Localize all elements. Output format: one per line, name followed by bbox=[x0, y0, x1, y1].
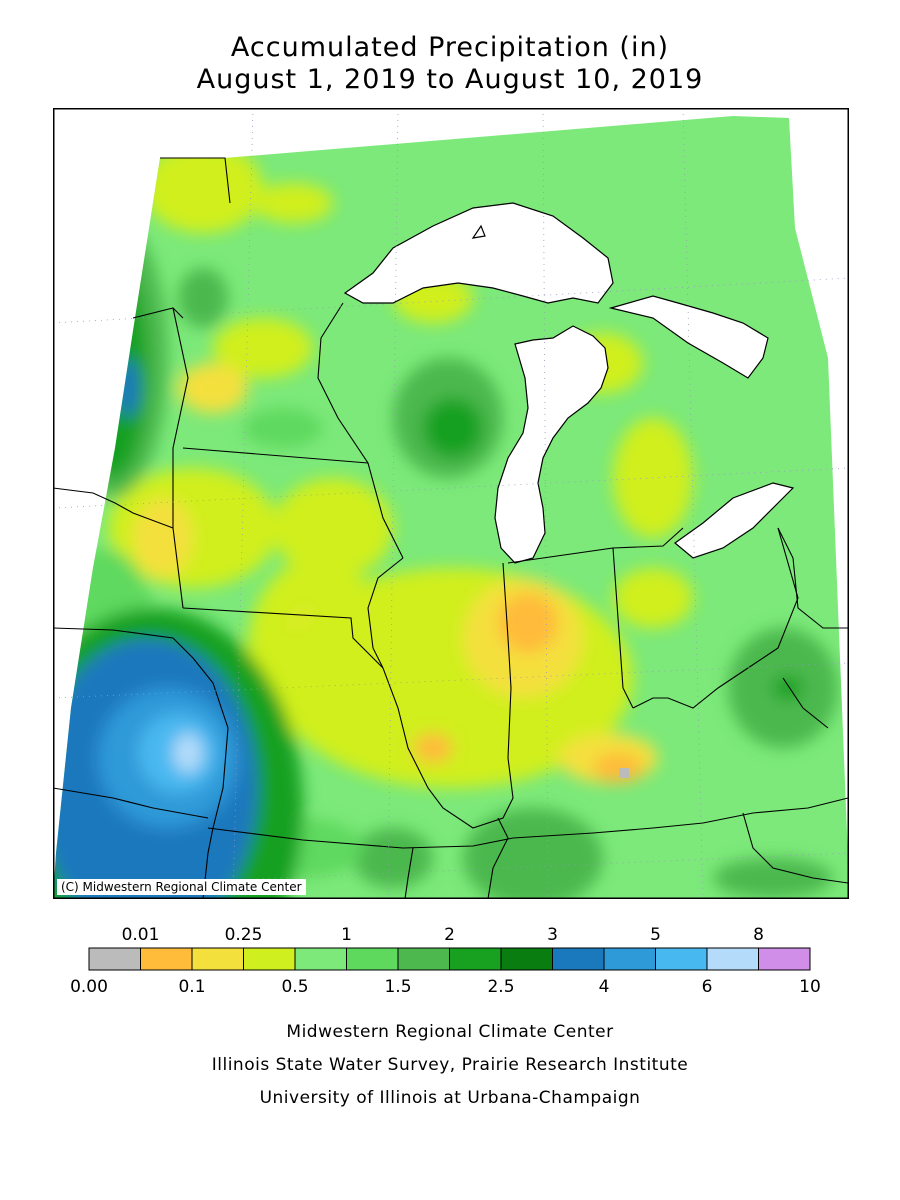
legend-bottom-label: 6 bbox=[702, 977, 713, 997]
legend-bottom-label: 1.5 bbox=[384, 977, 411, 997]
great-lakes bbox=[343, 202, 795, 564]
legend-top-label: 1 bbox=[341, 925, 352, 945]
map-title: Accumulated Precipitation (in) bbox=[230, 32, 670, 63]
legend-swatch bbox=[500, 947, 553, 971]
legend-top-label: 0.01 bbox=[122, 925, 160, 945]
dry-spot bbox=[619, 768, 629, 778]
credit-line-2: Illinois State Water Survey, Prairie Res… bbox=[211, 1055, 689, 1075]
legend-bottom-label: 0.00 bbox=[70, 977, 108, 997]
legend-top-label: 5 bbox=[650, 925, 661, 945]
legend-swatch bbox=[140, 947, 193, 971]
copyright-label: (C) Midwestern Regional Climate Center bbox=[57, 879, 306, 895]
legend-bottom-label: 2.5 bbox=[487, 977, 514, 997]
legend-bottom-label: 10 bbox=[799, 977, 821, 997]
map-border bbox=[53, 108, 849, 899]
legend-swatch bbox=[191, 947, 244, 971]
map-date-range: August 1, 2019 to August 10, 2019 bbox=[196, 64, 704, 95]
legend-bottom-label: 4 bbox=[599, 977, 610, 997]
legend: 0.01 0.25 1 2 3 5 8 0.00 0.1 0.5 1.5 2.5 4 6 10 bbox=[70, 925, 821, 997]
legend-swatch bbox=[603, 947, 656, 971]
credit-line-1: Midwestern Regional Climate Center bbox=[286, 1022, 614, 1042]
precipitation-map bbox=[53, 108, 849, 899]
legend-swatch bbox=[758, 947, 811, 971]
legend-swatch bbox=[397, 947, 450, 971]
legend-top-label: 3 bbox=[547, 925, 558, 945]
legend-top-label: 0.25 bbox=[225, 925, 263, 945]
legend-swatch bbox=[346, 947, 399, 971]
legend-swatch bbox=[706, 947, 759, 971]
state-boundaries bbox=[53, 157, 849, 899]
legend-swatch bbox=[552, 947, 605, 971]
legend-bottom-label: 0.1 bbox=[178, 977, 205, 997]
legend-swatch bbox=[243, 947, 296, 971]
legend-swatch bbox=[655, 947, 708, 971]
legend-top-label: 8 bbox=[753, 925, 764, 945]
legend-swatch bbox=[88, 947, 141, 971]
legend-swatch bbox=[449, 947, 502, 971]
credit-line-3: University of Illinois at Urbana-Champai… bbox=[259, 1088, 641, 1108]
legend-top-label: 2 bbox=[444, 925, 455, 945]
legend-swatch bbox=[294, 947, 347, 971]
legend-bottom-label: 0.5 bbox=[281, 977, 308, 997]
